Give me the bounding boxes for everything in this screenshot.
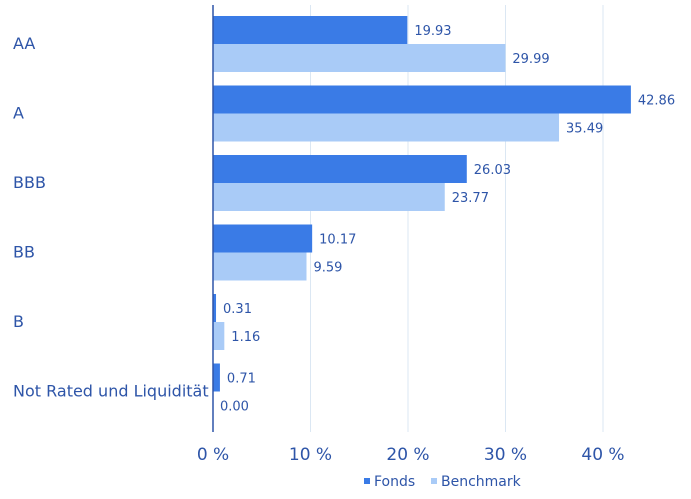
grid-lines — [310, 5, 604, 432]
bar-fonds — [213, 224, 313, 253]
x-tick-label: 10 % — [289, 445, 332, 465]
bar-benchmark — [213, 113, 560, 142]
bar-fonds — [213, 363, 220, 392]
bars — [213, 16, 631, 392]
data-label: 0.00 — [220, 400, 249, 415]
legend-swatch-fonds — [364, 478, 370, 484]
data-label: 10.17 — [319, 233, 356, 248]
category-label: Not Rated und Liquidität — [13, 382, 209, 401]
data-label: 9.59 — [314, 261, 343, 276]
x-tick-labels: 0 % 10 % 20 % 30 % 40 % — [197, 445, 625, 465]
data-label: 0.71 — [227, 372, 256, 387]
legend-label-benchmark: Benchmark — [441, 474, 522, 490]
bar-benchmark — [213, 322, 225, 350]
category-label: BB — [13, 243, 35, 262]
bar-fonds — [213, 85, 631, 114]
x-tick-label: 30 % — [484, 445, 527, 465]
legend-swatch-benchmark — [431, 478, 437, 484]
x-tick-label: 0 % — [197, 445, 229, 465]
bar-benchmark — [213, 183, 445, 211]
bar-benchmark — [213, 252, 307, 281]
bar-benchmark — [213, 44, 506, 72]
bar-fonds — [213, 16, 408, 44]
data-label: 1.16 — [231, 330, 260, 345]
category-label: AA — [13, 34, 35, 53]
category-label: A — [13, 104, 24, 123]
data-label: 26.03 — [474, 163, 511, 178]
bar-fonds — [213, 155, 467, 183]
data-label: 29.99 — [512, 52, 549, 67]
data-label: 35.49 — [566, 122, 603, 137]
x-tick-label: 20 % — [386, 445, 429, 465]
data-label: 23.77 — [452, 191, 489, 206]
category-label: BBB — [13, 173, 46, 192]
data-labels: 19.93 29.99 42.86 35.49 26.03 23.77 10.17 9.59 0… — [220, 24, 675, 415]
category-label: B — [13, 312, 24, 331]
legend: Fonds Benchmark — [364, 474, 522, 490]
data-label: 19.93 — [414, 24, 451, 39]
bar-fonds — [213, 294, 217, 322]
x-tick-label: 40 % — [581, 445, 624, 465]
data-label: 0.31 — [223, 302, 252, 317]
legend-label-fonds: Fonds — [374, 474, 415, 490]
data-label: 42.86 — [638, 94, 675, 109]
